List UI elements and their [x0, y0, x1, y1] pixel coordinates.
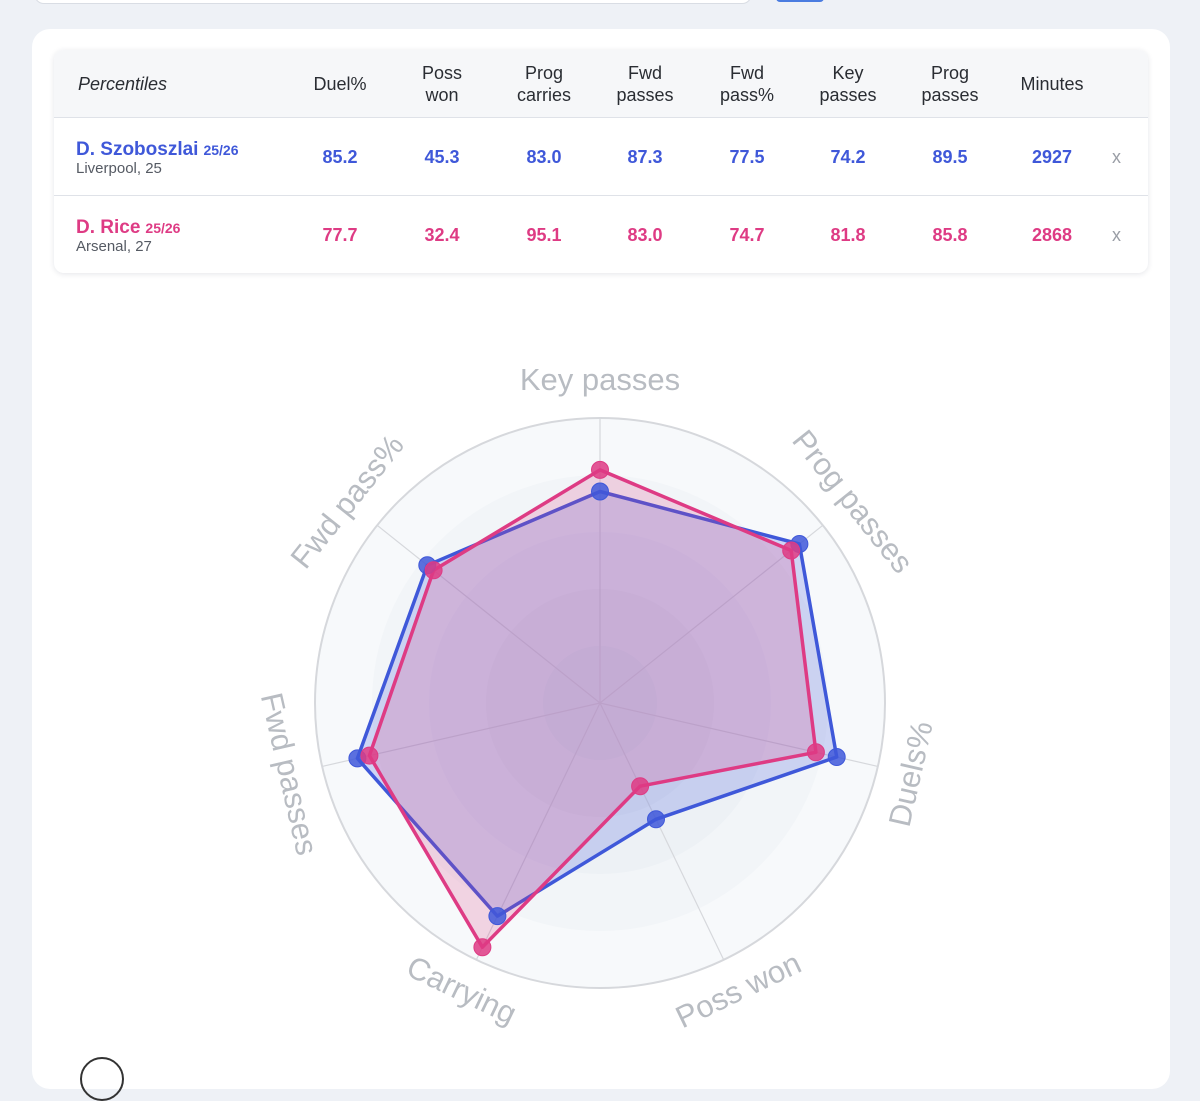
cell-duel-pct: 77.7	[322, 225, 358, 245]
player-team: Liverpool, 25	[76, 160, 162, 177]
grid-spoke	[599, 702, 725, 961]
cell-prog-passes: 89.5	[932, 147, 968, 167]
player-name[interactable]: D. Rice 25/26	[76, 218, 180, 238]
player-name-text: D. Szoboszlai	[76, 139, 199, 160]
header-duel-pct[interactable]: Duel%	[313, 74, 367, 94]
table-row-szoboszlai: D. Szoboszlai 25/26 Liverpool, 25 85.2 45…	[54, 119, 1148, 196]
table-row-rice: D. Rice 25/26 Arsenal, 27 77.7 32.4 95.1 …	[54, 197, 1148, 273]
cell-duel-pct: 85.2	[322, 147, 358, 167]
table-header: Percentiles Duel% Poss won Prog carries …	[54, 50, 1148, 118]
cell-poss-won: 45.3	[424, 147, 460, 167]
data-point-szoboszlai	[488, 907, 507, 926]
cell-fwd-pass-pct: 74.7	[729, 225, 765, 245]
cell-key-passes: 81.8	[830, 225, 866, 245]
cell-minutes: 2868	[1031, 225, 1073, 245]
data-point-szoboszlai	[827, 748, 846, 766]
axis-label: Fwd passes	[254, 689, 325, 858]
cell-fwd-pass-pct: 77.5	[729, 147, 765, 167]
cell-minutes: 2927	[1031, 147, 1073, 167]
cell-prog-carries: 95.1	[526, 225, 562, 245]
player-team: Arsenal, 27	[76, 238, 152, 255]
player-name-text: D. Rice	[76, 217, 141, 238]
data-point-rice	[424, 561, 443, 580]
header-prog-passes[interactable]: Prog passes	[921, 63, 979, 105]
data-point-rice	[782, 541, 801, 560]
player-name[interactable]: D. Szoboszlai 25/26	[76, 140, 239, 160]
header-minutes[interactable]: Minutes	[1020, 74, 1084, 94]
header-poss-won[interactable]: Poss won	[421, 63, 463, 105]
cell-prog-passes: 85.8	[932, 225, 968, 245]
header-fwd-passes[interactable]: Fwd passes	[616, 63, 674, 105]
cell-prog-carries: 83.0	[526, 147, 562, 167]
avatar[interactable]	[80, 1057, 124, 1101]
player-season: 25/26	[203, 142, 239, 158]
data-point-rice	[591, 460, 609, 479]
header-prog-carries[interactable]: Prog carries	[516, 63, 571, 105]
cell-key-passes: 74.2	[830, 147, 866, 167]
remove-player-button[interactable]: x	[1112, 225, 1121, 245]
cell-fwd-passes: 87.3	[627, 147, 663, 167]
axis-label: Key passes	[520, 362, 680, 397]
data-point-rice	[473, 938, 492, 957]
data-point-rice	[806, 743, 825, 762]
remove-player-button[interactable]: x	[1112, 147, 1121, 167]
header-fwd-pass-pct[interactable]: Fwd pass%	[719, 63, 775, 105]
series-area-szoboszlai	[355, 489, 839, 918]
grid-spoke	[376, 524, 601, 704]
data-point-szoboszlai	[591, 482, 609, 501]
cell-fwd-passes: 83.0	[627, 225, 663, 245]
player-season: 25/26	[145, 220, 181, 236]
search-button[interactable]	[776, 0, 824, 2]
header-key-passes[interactable]: Key passes	[819, 63, 877, 105]
percentiles-table: Percentiles Duel% Poss won Prog carries …	[54, 50, 1148, 273]
series-area-rice	[367, 468, 818, 949]
data-point-rice	[360, 746, 379, 765]
data-point-szoboszlai	[647, 810, 665, 829]
cell-poss-won: 32.4	[424, 225, 460, 245]
header-percentiles: Percentiles	[78, 74, 168, 94]
axis-label: Duels%	[882, 718, 940, 830]
data-point-rice	[631, 777, 650, 796]
